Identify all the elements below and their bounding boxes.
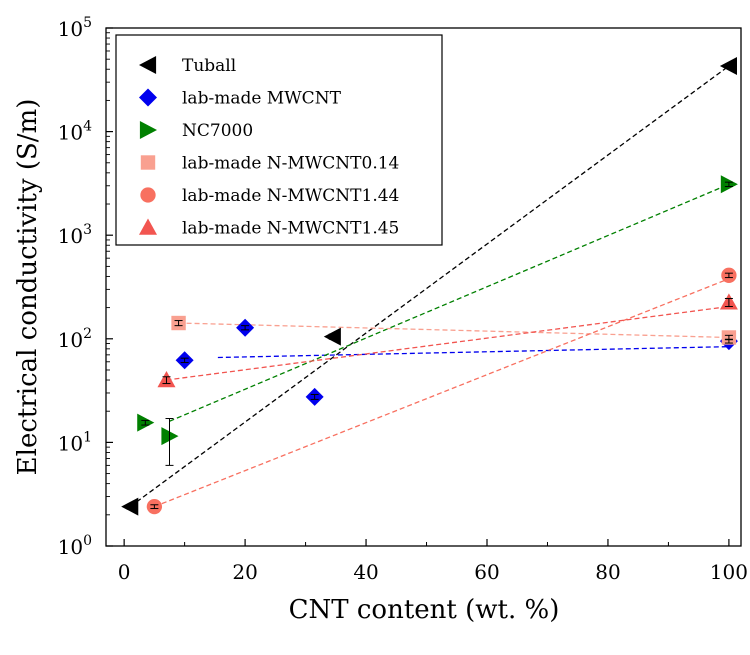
plot-area-frame xyxy=(105,27,742,547)
x-tick-label: 40 xyxy=(353,560,378,584)
legend-marker xyxy=(139,88,157,107)
legend-label: Tuball xyxy=(182,56,236,76)
x-tick-label: 0 xyxy=(118,560,131,584)
legend-label: lab-made MWCNT xyxy=(182,89,342,109)
legend-label: lab-made N-MWCNT1.44 xyxy=(182,186,399,206)
y-tick-label: 103 xyxy=(58,222,92,248)
y-tick-label: 105 xyxy=(58,15,92,41)
legend-marker xyxy=(139,121,157,139)
legend: Tuball lab-made MWCNT NC7000 lab-made N-MWC… xyxy=(115,34,443,246)
error-bars xyxy=(126,63,733,510)
y-axis-label: Electrical conductivity (S/m) xyxy=(13,99,43,476)
legend-label: lab-made N-MWCNT1.45 xyxy=(182,219,399,239)
x-tick-label: 100 xyxy=(710,560,748,584)
trend-line xyxy=(154,278,730,508)
x-tick-label: 60 xyxy=(474,560,499,584)
y-axis: 100 101 102 103 104 105 xyxy=(58,15,113,559)
trend-line xyxy=(166,305,729,381)
trend-line xyxy=(217,345,729,359)
legend-marker xyxy=(140,187,156,203)
legend-label: lab-made N-MWCNT0.14 xyxy=(182,154,399,174)
legend-marker xyxy=(139,56,157,74)
y-tick-label: 104 xyxy=(58,119,92,145)
x-axis-label: CNT content (wt. %) xyxy=(289,595,560,625)
trend-lines xyxy=(129,65,730,508)
x-tick-label: 20 xyxy=(232,560,257,584)
y-tick-label: 100 xyxy=(58,533,92,559)
y-tick-label: 102 xyxy=(58,326,92,352)
trend-line xyxy=(129,65,730,508)
x-tick-label: 80 xyxy=(595,560,620,584)
trend-line xyxy=(169,183,730,422)
legend-marker xyxy=(140,155,156,170)
legend-label: NC7000 xyxy=(182,121,253,141)
x-axis: 0 20 40 60 80 100 xyxy=(118,539,748,584)
trend-line xyxy=(178,322,729,339)
y-tick-label: 101 xyxy=(58,429,92,455)
legend-marker xyxy=(139,218,157,235)
legend-box xyxy=(115,34,443,246)
